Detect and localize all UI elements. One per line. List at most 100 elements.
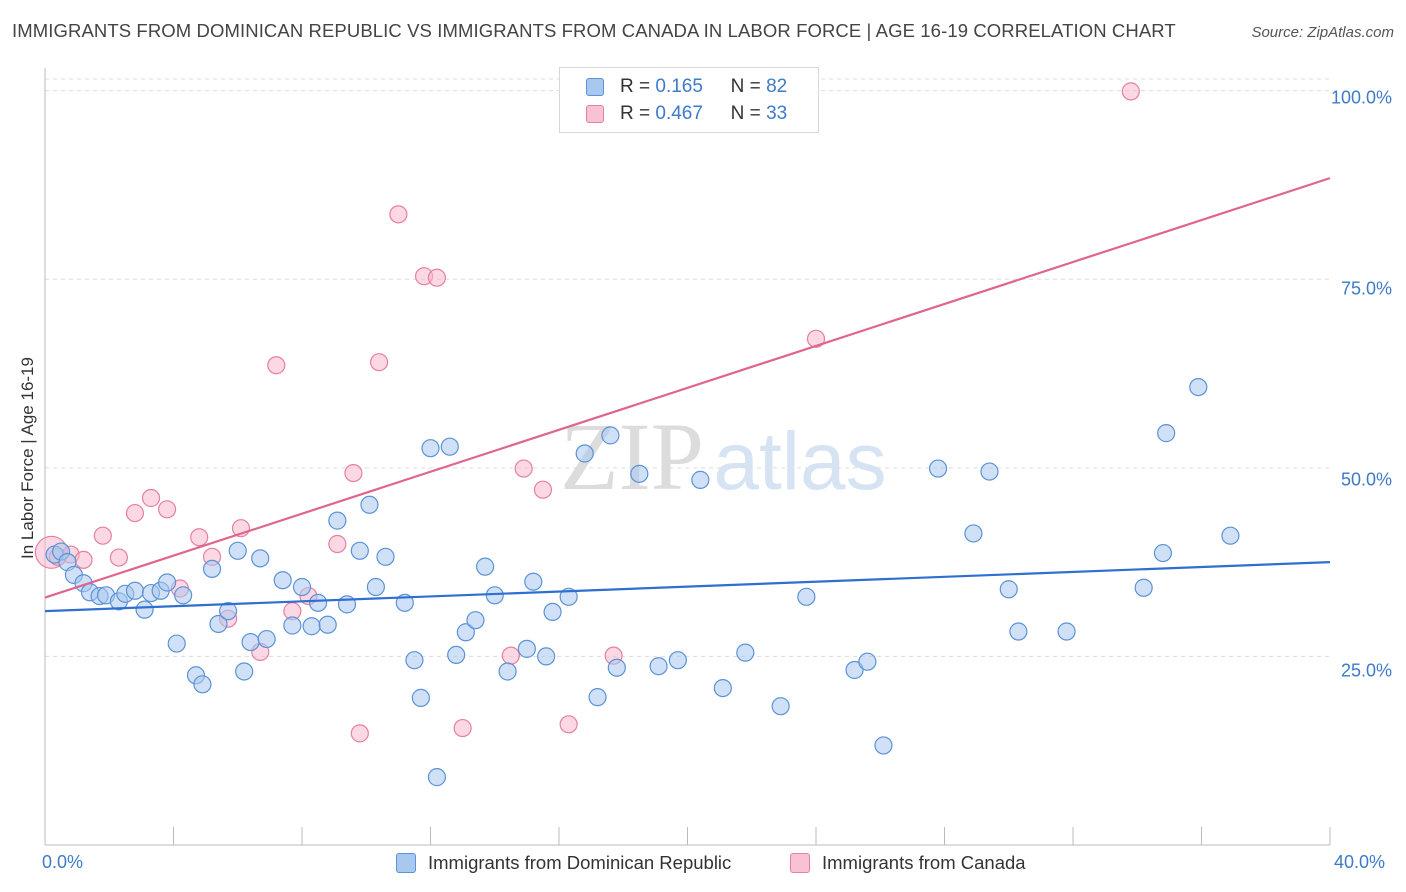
point-dominican xyxy=(1189,377,1208,397)
point-dominican xyxy=(588,688,607,707)
point-canada xyxy=(427,268,447,287)
stats-legend: R = 0.165 N = 82 R = 0.467 N = 33 xyxy=(559,67,819,133)
point-canada xyxy=(453,718,472,738)
point-dominican xyxy=(174,586,193,605)
point-dominican xyxy=(209,614,228,634)
legend-row-canada: R = 0.467 N = 33 xyxy=(586,103,787,125)
point-canada xyxy=(806,329,826,348)
legend-swatch-pink xyxy=(790,853,810,873)
point-dominican xyxy=(1009,622,1028,641)
point-dominican xyxy=(318,615,337,634)
y-tick-label-100: 100.0% xyxy=(1330,87,1392,108)
x-tick-label-max: 40.0% xyxy=(1334,852,1386,872)
point-dominican xyxy=(125,581,145,600)
point-dominican xyxy=(360,495,379,514)
legend-swatch-pink xyxy=(586,105,604,123)
point-dominican xyxy=(999,580,1018,599)
point-dominican xyxy=(517,639,536,658)
point-dominican xyxy=(411,688,430,707)
y-tick-label-25: 25.0% xyxy=(1340,660,1392,681)
point-dominican xyxy=(1057,622,1076,641)
point-dominican xyxy=(308,593,328,612)
point-dominican xyxy=(241,632,260,652)
legend-item-canada: Immigrants from Canada xyxy=(790,852,1026,874)
legend-r-value: 0.467 xyxy=(655,103,703,124)
point-dominican xyxy=(575,444,594,463)
point-canada xyxy=(328,534,347,554)
point-canada xyxy=(125,503,145,523)
point-canada xyxy=(157,500,177,519)
point-dominican xyxy=(440,437,459,456)
point-dominican xyxy=(251,549,270,568)
point-canada xyxy=(350,724,369,743)
point-canada xyxy=(141,488,161,508)
legend-row-dominican: R = 0.165 N = 82 xyxy=(586,76,787,98)
point-dominican xyxy=(1221,526,1240,545)
point-canada xyxy=(74,550,93,569)
y-tick-label-50: 50.0% xyxy=(1340,469,1392,490)
point-dominican xyxy=(405,651,424,670)
point-canada xyxy=(389,205,408,224)
point-dominican xyxy=(524,572,543,591)
point-dominican xyxy=(447,645,466,664)
point-dominican xyxy=(427,768,447,787)
data-points xyxy=(34,80,1240,787)
point-canada xyxy=(1121,82,1140,101)
trend-line-canada xyxy=(44,177,1331,599)
point-dominican xyxy=(691,470,710,489)
point-dominican xyxy=(1153,543,1173,563)
point-dominican xyxy=(167,634,186,653)
watermark-atlas: atlas xyxy=(713,416,886,507)
point-dominican xyxy=(466,611,485,630)
axes xyxy=(44,68,1331,846)
point-dominican xyxy=(219,602,238,621)
point-dominican xyxy=(1157,424,1176,443)
point-dominican xyxy=(630,464,649,483)
legend-label-dominican: Immigrants from Dominican Republic xyxy=(428,852,732,873)
legend-swatch-blue xyxy=(396,853,416,873)
point-dominican xyxy=(928,459,948,478)
point-dominican xyxy=(964,524,983,543)
trend-line-dominican xyxy=(44,561,1331,613)
point-dominican xyxy=(366,577,385,597)
point-dominican xyxy=(858,652,877,671)
legend-swatch-blue xyxy=(586,78,604,96)
legend-n-value: 82 xyxy=(766,76,788,97)
x-tick-label-min: 0.0% xyxy=(42,852,84,872)
point-dominican xyxy=(559,587,578,606)
point-dominican xyxy=(649,657,668,676)
point-dominican xyxy=(456,623,475,642)
legend-n-label: N = xyxy=(730,103,761,124)
point-canada xyxy=(559,715,578,734)
point-dominican xyxy=(771,697,790,716)
point-dominican xyxy=(980,462,999,481)
point-canada xyxy=(93,526,112,545)
point-dominican xyxy=(157,573,177,592)
point-dominican xyxy=(376,547,395,566)
y-axis-label: In Labor Force | Age 16-19 xyxy=(18,357,37,559)
point-dominican xyxy=(543,602,562,622)
point-dominican xyxy=(135,600,154,619)
legend-n-value: 33 xyxy=(766,103,788,124)
point-canada xyxy=(267,356,286,375)
point-dominican xyxy=(607,658,626,677)
trend-lines xyxy=(44,177,1331,613)
point-canada xyxy=(501,646,520,665)
point-dominican xyxy=(292,577,312,597)
point-dominican xyxy=(228,541,247,560)
point-dominican xyxy=(1134,578,1153,597)
point-dominican xyxy=(797,587,816,606)
source-label: Source: ZipAtlas.com xyxy=(1251,24,1394,41)
legend-r-value: 0.165 xyxy=(655,76,703,97)
legend-n-label: N = xyxy=(730,76,761,97)
point-dominican xyxy=(302,617,321,636)
point-canada xyxy=(514,459,533,478)
point-dominican xyxy=(421,439,440,458)
point-dominican xyxy=(283,616,302,635)
legend-label-canada: Immigrants from Canada xyxy=(822,852,1026,873)
point-dominican xyxy=(736,643,755,662)
point-dominican xyxy=(193,675,212,694)
y-tick-label-75: 75.0% xyxy=(1340,278,1392,299)
point-canada xyxy=(344,463,363,483)
